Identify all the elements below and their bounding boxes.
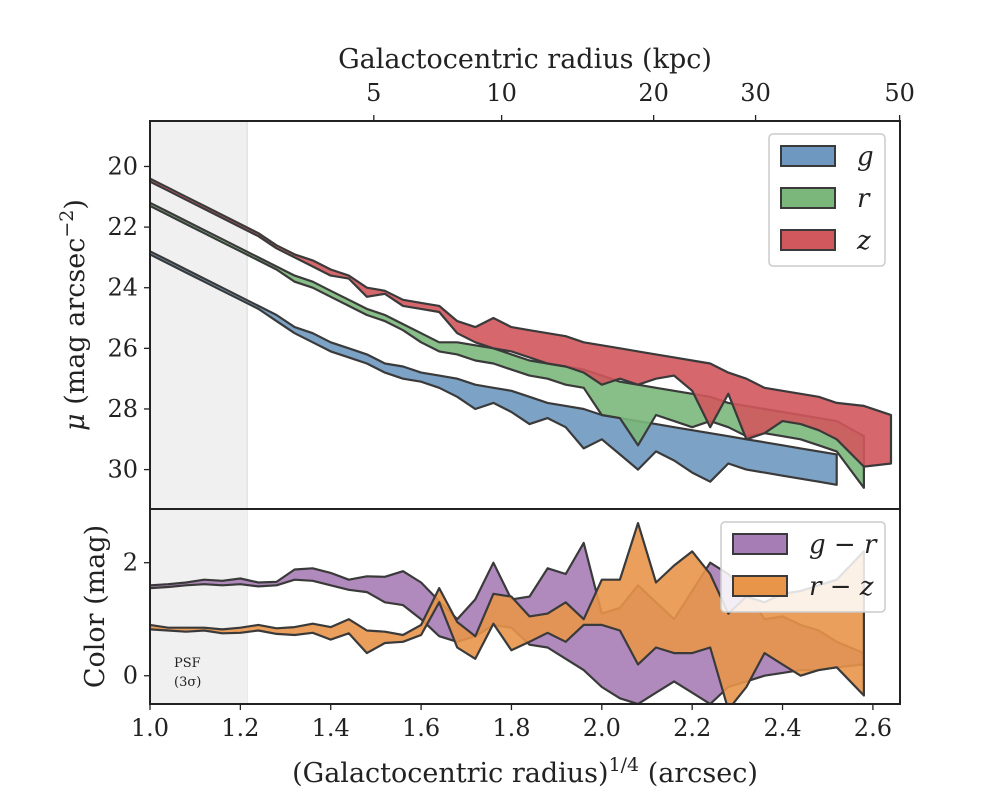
top-axis-label: Galactocentric radius (kpc) — [338, 44, 712, 75]
legend-bottom-entry: r − z — [809, 572, 874, 602]
y-axis-label-bottom: Color (mag) — [80, 525, 111, 688]
x-tick-label: 2.4 — [763, 714, 801, 742]
legend-top-swatch — [780, 187, 836, 209]
legend-top-entry: r — [857, 184, 871, 214]
top-tick-label: 20 — [638, 79, 669, 107]
x-tick-label: 1.2 — [221, 714, 259, 742]
y-tick-label: 24 — [107, 274, 138, 302]
legend-top-entry: g — [857, 142, 874, 172]
color-panel: 1.0 1.2 1.4 1.6 1.8 2.0 2.2 2.4 2.6 0 2 PSF (3σ) g − … — [123, 508, 901, 742]
top-tick-label: 50 — [884, 79, 915, 107]
band-rz — [150, 521, 866, 704]
x-tick-label: 1.4 — [312, 714, 350, 742]
y-tick-label: 30 — [107, 456, 138, 484]
band-g — [150, 250, 838, 486]
legend-bottom-entry: g − r — [809, 530, 878, 560]
y-tick-label: 26 — [107, 334, 138, 362]
legend-top-entry: z — [856, 226, 871, 256]
x-tick-label: 1.8 — [492, 714, 530, 742]
top-tick-label: 10 — [486, 79, 517, 107]
legend-top-swatch — [780, 145, 836, 167]
x-axis-label: (Galactocentric radius)1/4 (arcsec) — [292, 754, 758, 789]
y-tick-label: 2 — [123, 549, 138, 577]
legend-bottom-swatch — [732, 575, 788, 597]
y-tick-label: 20 — [107, 152, 138, 180]
psf-label: PSF — [174, 656, 201, 671]
x-tick-label: 1.6 — [402, 714, 440, 742]
psf-shade-top — [150, 121, 248, 509]
y-tick-label: 22 — [107, 213, 138, 241]
psf-sigma-label: (3σ) — [174, 675, 201, 690]
y-tick-label: 28 — [107, 395, 138, 423]
y-axis-label-top: μ (mag arcsec−2) — [56, 199, 91, 431]
x-tick-label: 1.0 — [131, 714, 169, 742]
bottom-frame — [149, 508, 901, 705]
psf-shade-bottom — [150, 509, 248, 704]
band-r — [150, 201, 866, 489]
surface-brightness-panel: 20222426283051020305075100150200grz — [107, 79, 915, 704]
legend-top-swatch — [780, 229, 836, 251]
legend-bottom-swatch — [732, 533, 788, 555]
axis-labels: Galactocentric radius (kpc) (Galactocentr… — [56, 44, 758, 789]
top-tick-label: 30 — [740, 79, 771, 107]
x-tick-label: 2.2 — [673, 714, 711, 742]
band-z — [150, 177, 893, 468]
y-tick-label: 0 — [123, 662, 138, 690]
x-tick-label: 2.6 — [854, 714, 892, 742]
x-tick-label: 2.0 — [583, 714, 621, 742]
top-tick-label: 5 — [366, 79, 381, 107]
